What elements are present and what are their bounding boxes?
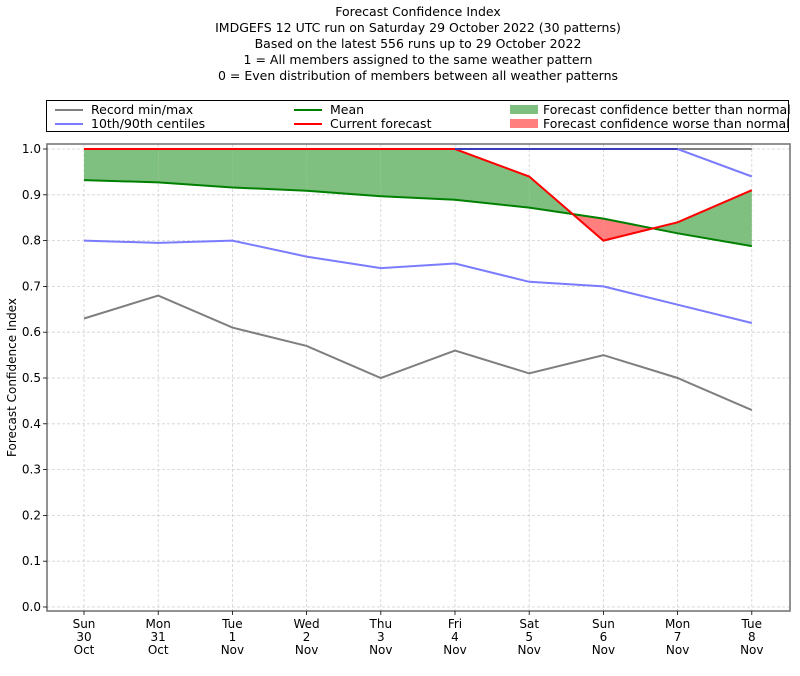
legend-item-centiles: 10th/90th centiles [55, 116, 205, 131]
x-tick-label-line: Nov [517, 643, 540, 657]
fill-better-than-normal [306, 149, 381, 197]
fill-better-than-normal [84, 149, 159, 183]
x-tick-label-line: 2 [303, 630, 311, 644]
x-tick-label-line: 4 [451, 630, 459, 644]
x-tick-label-line: Nov [666, 643, 689, 657]
axes-frame [46, 143, 791, 612]
x-tick-label-line: Nov [443, 643, 466, 657]
legend-item-record: Record min/max [55, 102, 193, 117]
x-tick-label-line: Nov [295, 643, 318, 657]
legend-swatch-worse [510, 119, 538, 128]
x-tick-label-line: Mon [665, 617, 690, 631]
x-tick-label-line: Sat [519, 617, 539, 631]
series-line-mean [83, 179, 752, 248]
legend-label-worse: Forecast confidence worse than normal [543, 116, 790, 131]
x-tick-label: Mon 7 Nov [665, 617, 690, 657]
chart-title-block: Forecast Confidence Index IMDGEFS 12 UTC… [0, 4, 800, 84]
legend-item-worse: Forecast confidence worse than normal [510, 116, 790, 131]
legend-swatch-record [55, 108, 83, 111]
x-tick-label: Sat 5 Nov [517, 617, 540, 657]
fill-better-than-normal [652, 222, 678, 234]
series-line-record-min [83, 294, 753, 412]
series-line-current-forecast [84, 148, 753, 242]
x-tick-label-line: 31 [151, 630, 166, 644]
series-line-10th-centile [83, 239, 753, 324]
legend-label-centiles: 10th/90th centiles [91, 116, 206, 131]
x-tick-label-line: 30 [76, 630, 91, 644]
x-tick-label: Tue 8 Nov [740, 617, 763, 657]
series-lines [83, 148, 753, 412]
x-tick-label-line: Tue [221, 617, 243, 631]
x-tick-label-line: Oct [148, 643, 169, 657]
fill-better-than-normal [455, 149, 530, 208]
y-tick-label: 0.9 [22, 188, 41, 202]
x-tick-label-line: 3 [377, 630, 385, 644]
x-tick-label-line: Thu [369, 617, 393, 631]
x-tick-label: Fri 4 Nov [443, 617, 466, 657]
x-tick-label: Wed 2 Nov [294, 617, 320, 657]
x-tick-label-line: 1 [229, 630, 237, 644]
legend-item-mean: Mean [294, 102, 364, 117]
chart-subtitle-run: IMDGEFS 12 UTC run on Saturday 29 Octobe… [215, 20, 621, 35]
x-tick-label: Tue 1 Nov [221, 617, 244, 657]
legend-swatch-mean [294, 108, 322, 111]
y-tick-label: 0.0 [22, 600, 41, 614]
fill-better-than-normal [677, 190, 752, 247]
y-tick-label: 0.7 [22, 279, 41, 293]
grid [47, 144, 790, 611]
fill-worse-than-normal [603, 218, 653, 241]
y-tick-label: 0.1 [22, 554, 41, 568]
legend-label-record: Record min/max [91, 102, 194, 117]
chart-subtitle-scale-max: 1 = All members assigned to the same wea… [243, 52, 593, 67]
legend-swatch-current [294, 122, 322, 125]
x-tick-label-line: Mon [146, 617, 171, 631]
legend-swatch-centiles [55, 122, 83, 125]
chart-subtitle-scale-min: 0 = Even distribution of members between… [217, 68, 619, 83]
fill-better-than-normal [232, 149, 307, 191]
x-tick-label-line: Nov [592, 643, 615, 657]
x-tick-label-line: Nov [369, 643, 392, 657]
y-tick-label: 1.0 [22, 142, 41, 156]
y-tick-label: 0.5 [22, 371, 41, 385]
chart-subtitle-basis: Based on the latest 556 runs up to 29 Oc… [254, 36, 582, 51]
x-tick-label-line: Fri [448, 617, 462, 631]
x-tick-label: Sun 30 Oct [73, 617, 96, 657]
y-axis-label: Forecast Confidence Index [5, 298, 19, 457]
chart-title: Forecast Confidence Index [335, 4, 501, 19]
x-tick-label-line: Sun [73, 617, 96, 631]
x-tick-label-line: 6 [600, 630, 608, 644]
legend-label-mean: Mean [330, 102, 365, 117]
fill-better-than-normal [380, 149, 455, 200]
y-tick-label: 0.8 [22, 234, 41, 248]
x-tick-label-line: Oct [74, 643, 95, 657]
chart-legend: Record min/max 10th/90th centiles Mean C… [46, 100, 791, 132]
x-tick-label-line: Nov [221, 643, 244, 657]
x-tick-label: Sun 6 Nov [592, 617, 615, 657]
confidence-fills [84, 149, 752, 247]
x-tick-label-line: Wed [294, 617, 320, 631]
x-tick-label: Mon 31 Oct [146, 617, 171, 657]
legend-item-current: Current forecast [294, 116, 431, 131]
legend-swatch-better [510, 105, 538, 114]
x-tick-label-line: Sun [592, 617, 615, 631]
fill-better-than-normal [158, 149, 233, 188]
x-tick-label-line: Nov [740, 643, 763, 657]
x-tick-label: Thu 3 Nov [369, 617, 393, 657]
y-tick-label: 0.6 [22, 325, 41, 339]
y-tick-label: 0.4 [22, 417, 41, 431]
x-tick-label-line: 5 [525, 630, 533, 644]
x-tick-label-line: Tue [741, 617, 763, 631]
legend-label-better: Forecast confidence better than normal [543, 102, 791, 117]
legend-label-current: Current forecast [330, 116, 432, 131]
y-axis-ticks: 0.0 0.1 0.2 0.3 0.4 0.5 0.6 0.7 0.8 0.9 1.0 [22, 142, 47, 614]
x-tick-label-line: 8 [748, 630, 756, 644]
x-tick-label-line: 7 [674, 630, 682, 644]
y-tick-label: 0.2 [22, 508, 41, 522]
y-tick-label: 0.3 [22, 463, 41, 477]
legend-item-better: Forecast confidence better than normal [510, 102, 791, 117]
